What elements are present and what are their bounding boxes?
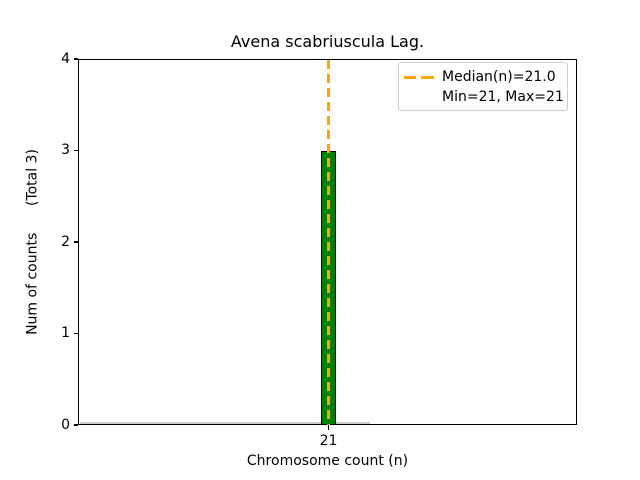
median-dashed-line-swatch bbox=[404, 75, 434, 79]
x-axis-label: Chromosome count (n) bbox=[246, 453, 409, 469]
y-tick-mark bbox=[73, 241, 78, 243]
median-line bbox=[327, 60, 330, 425]
x-tick-label: 21 bbox=[319, 433, 338, 449]
y-tick-label: 2 bbox=[61, 233, 70, 250]
y-tick-mark bbox=[73, 424, 78, 426]
y-tick-label: 4 bbox=[61, 50, 70, 67]
legend-swatch-spacer bbox=[404, 96, 434, 99]
y-tick-label: 1 bbox=[61, 325, 70, 341]
legend-label-median: Median(n)=21.0 bbox=[442, 69, 556, 85]
zero-height-bins-baseline bbox=[79, 422, 370, 424]
y-axis-label: Num of counts (Total 3) bbox=[24, 149, 41, 335]
x-tick-mark bbox=[327, 425, 330, 430]
legend: Median(n)=21.0 Min=21, Max=21 bbox=[398, 62, 568, 111]
y-tick-label: 3 bbox=[61, 142, 70, 158]
legend-row-minmax: Min=21, Max=21 bbox=[404, 87, 564, 107]
legend-row-median: Median(n)=21.0 bbox=[404, 67, 562, 87]
y-tick-mark bbox=[73, 149, 78, 152]
y-tick-mark bbox=[73, 332, 78, 335]
legend-label-minmax: Min=21, Max=21 bbox=[442, 89, 564, 105]
y-tick-label: 0 bbox=[61, 416, 70, 433]
y-tick-mark bbox=[73, 58, 78, 60]
chart-title: Avena scabriuscula Lag. bbox=[230, 32, 425, 51]
